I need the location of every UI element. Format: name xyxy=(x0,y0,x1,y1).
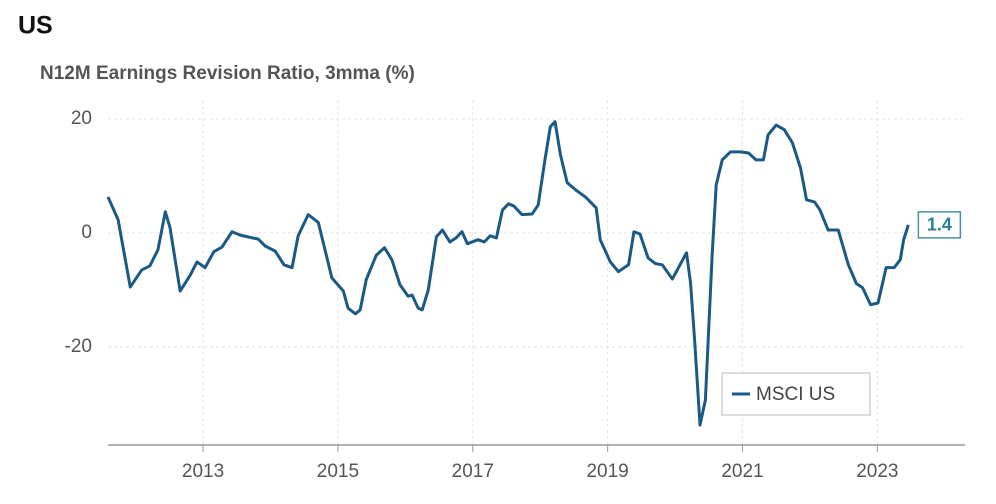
value-label: 1.4 xyxy=(927,215,952,235)
y-tick-label: -20 xyxy=(65,336,92,357)
x-tick-label: 2013 xyxy=(182,461,224,482)
x-tick-label: 2015 xyxy=(317,461,359,482)
legend-label: MSCI US xyxy=(756,384,835,405)
value-label-box xyxy=(917,211,962,239)
x-tick-label: 2019 xyxy=(586,461,628,482)
series-line xyxy=(106,120,910,427)
y-tick-label: 20 xyxy=(71,108,92,129)
chart-subtitle: N12M Earnings Revision Ratio, 3mma (%) xyxy=(40,63,415,84)
x-tick-label: 2017 xyxy=(452,461,494,482)
x-tick-label: 2023 xyxy=(856,461,898,482)
y-tick-label: 0 xyxy=(81,222,92,243)
x-tick-label: 2021 xyxy=(721,461,763,482)
chart-title: US xyxy=(18,12,53,40)
